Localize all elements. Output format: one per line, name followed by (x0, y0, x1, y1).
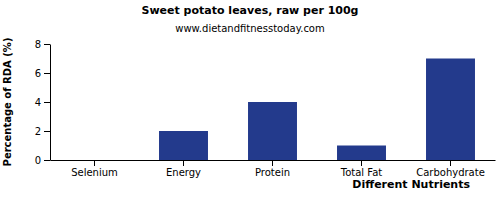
x-axis: Selenium Energy Protein Total Fat Carbohydra… (51, 160, 496, 178)
x-axis-title: Different Nutrients (352, 178, 470, 191)
subtitle: www.dietandfitnesstoday.com (175, 23, 324, 34)
y-tick: 0 (35, 155, 50, 166)
x-tick-mark (272, 160, 273, 166)
x-tick-mark (94, 160, 95, 166)
x-tick-label: Selenium (71, 167, 118, 178)
y-axis-line (50, 45, 51, 161)
bar (248, 102, 297, 160)
x-tick-label: Energy (166, 167, 201, 178)
x-tick: Energy (166, 160, 201, 178)
y-axis-title: Percentage of RDA (%) (2, 38, 13, 167)
y-tick-mark (44, 73, 50, 74)
x-tick: Protein (255, 160, 290, 178)
x-tick-label: Carbohydrate (416, 167, 485, 178)
y-tick: 2 (35, 126, 50, 137)
x-tick: Carbohydrate (416, 160, 485, 178)
y-tick: 6 (35, 68, 50, 79)
x-tick-label: Total Fat (340, 167, 382, 178)
y-tick-mark (44, 102, 50, 103)
bar (337, 146, 386, 161)
bars (159, 59, 475, 161)
y-tick: 8 (35, 39, 50, 50)
bar (70, 160, 119, 161)
y-tick-mark (44, 44, 50, 45)
plot: 0 2 4 6 8 Selenium Energy Protein Total Fat Carbo… (35, 39, 496, 178)
title: Sweet potato leaves, raw per 100g (142, 4, 359, 17)
x-tick-label: Protein (255, 167, 290, 178)
y-tick-mark (44, 160, 50, 161)
chart: Sweet potato leaves, raw per 100g www.die… (0, 0, 500, 200)
bar (159, 131, 208, 160)
y-tick-label: 8 (35, 39, 41, 50)
y-tick-label: 4 (35, 97, 41, 108)
x-tick-mark (450, 160, 451, 166)
y-tick-mark (44, 131, 50, 132)
y-tick: 4 (35, 97, 50, 108)
y-tick-label: 2 (35, 126, 41, 137)
x-tick: Total Fat (340, 160, 382, 178)
x-tick: Selenium (71, 160, 118, 178)
y-axis: 0 2 4 6 8 (35, 39, 51, 166)
x-tick-mark (361, 160, 362, 166)
y-tick-label: 0 (35, 155, 41, 166)
bar (426, 59, 475, 161)
y-tick-label: 6 (35, 68, 41, 79)
x-tick-mark (183, 160, 184, 166)
